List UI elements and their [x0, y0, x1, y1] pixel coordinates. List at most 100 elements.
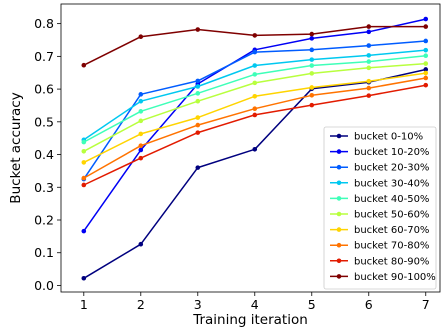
- data-point: [138, 92, 144, 97]
- data-point: [366, 65, 372, 71]
- plot-frame: [60, 3, 441, 293]
- y-tick-label: 0.5: [34, 114, 54, 129]
- data-point: [81, 139, 87, 145]
- data-point: [366, 24, 372, 29]
- data-point: [81, 62, 87, 68]
- legend-marker: [336, 180, 342, 186]
- series-group: [81, 82, 429, 188]
- data-point: [138, 34, 144, 40]
- data-point: [138, 98, 144, 104]
- data-point: [423, 82, 429, 88]
- data-point: [138, 147, 144, 153]
- data-point: [309, 63, 315, 68]
- axes-layer: 1 2 3 4 5 6 7 0.0 0.1 0.2 0.3 0.4 0.5 0.6 0.7 0.8: [34, 3, 441, 312]
- data-point: [309, 85, 315, 90]
- legend-label: bucket 40-50%: [354, 194, 429, 205]
- data-point: [252, 72, 258, 77]
- data-point: [252, 93, 258, 99]
- data-point: [138, 241, 144, 247]
- data-point: [309, 57, 315, 62]
- legend-label: bucket 50-60%: [354, 210, 429, 221]
- legend-label: bucket 70-80%: [354, 241, 429, 252]
- series-layer: [81, 16, 429, 281]
- data-point: [252, 63, 258, 68]
- legend-marker: [336, 274, 342, 279]
- data-point: [195, 165, 201, 170]
- legend-marker: [336, 258, 342, 264]
- data-point: [195, 122, 201, 128]
- data-point: [366, 78, 372, 84]
- data-point: [309, 31, 315, 37]
- x-tick-label: 7: [422, 297, 430, 312]
- data-point: [195, 98, 201, 104]
- legend-label: bucket 10-20%: [354, 147, 429, 158]
- legend-marker: [336, 196, 342, 201]
- x-tick-label: 1: [80, 297, 88, 312]
- legend-label: bucket 0-10%: [354, 132, 423, 143]
- x-tick-label: 2: [137, 297, 145, 312]
- data-point: [423, 61, 429, 66]
- data-point: [81, 275, 87, 281]
- data-point: [366, 53, 372, 58]
- legend-label: bucket 90-100%: [354, 272, 436, 283]
- x-tick-label: 5: [308, 297, 316, 312]
- data-point: [309, 93, 315, 98]
- y-tick-label: 0.1: [34, 245, 54, 260]
- legend-label: bucket 20-30%: [354, 163, 429, 174]
- data-point: [252, 112, 258, 118]
- data-point: [309, 36, 315, 41]
- data-point: [366, 85, 372, 91]
- legend-label: bucket 60-70%: [354, 225, 429, 236]
- x-tick-label: 4: [251, 297, 259, 312]
- y-tick-label: 0.0: [34, 278, 54, 293]
- data-point: [195, 91, 201, 96]
- data-point: [138, 143, 144, 149]
- x-tick-label: 6: [365, 297, 373, 312]
- data-point: [195, 84, 201, 89]
- legend: bucket 0-10% bucket 10-20% bucket 20-30% bu…: [323, 126, 437, 290]
- y-tick-label: 0.6: [34, 82, 54, 97]
- data-point: [252, 33, 258, 38]
- legend-box: [323, 126, 437, 290]
- series-group: [81, 61, 429, 154]
- data-point: [309, 102, 315, 108]
- x-axis-title: Training iteration: [192, 312, 308, 328]
- y-tick-label: 0.7: [34, 49, 54, 64]
- series-group: [81, 53, 429, 145]
- data-point: [138, 131, 144, 137]
- legend-label: bucket 30-40%: [354, 178, 429, 189]
- y-tick-label: 0.8: [34, 16, 54, 31]
- legend-marker: [336, 133, 342, 139]
- legend-marker: [336, 242, 342, 248]
- data-point: [309, 71, 315, 76]
- data-point: [195, 130, 201, 135]
- series-group: [81, 24, 429, 68]
- data-point: [423, 70, 429, 76]
- data-point: [81, 160, 87, 165]
- data-point: [423, 16, 429, 22]
- data-point: [366, 93, 372, 98]
- data-point: [195, 27, 201, 32]
- data-point: [81, 175, 87, 181]
- data-point: [195, 78, 201, 84]
- data-point: [423, 47, 429, 53]
- data-point: [309, 47, 315, 53]
- x-tick-label: 3: [194, 297, 202, 312]
- series-group: [81, 70, 429, 165]
- y-tick-label: 0.3: [34, 180, 54, 195]
- series-group: [81, 47, 429, 143]
- y-axis-title: Bucket accuracy: [8, 92, 24, 203]
- y-tick-label: 0.2: [34, 213, 54, 228]
- y-tick-label: 0.4: [34, 147, 54, 162]
- legend-marker: [336, 227, 342, 232]
- legend-marker: [336, 164, 342, 170]
- data-point: [138, 118, 144, 124]
- data-point: [252, 49, 258, 55]
- data-point: [138, 109, 144, 114]
- data-point: [423, 53, 429, 59]
- data-point: [366, 29, 372, 35]
- data-point: [195, 115, 201, 120]
- data-point: [81, 228, 87, 234]
- data-point: [423, 75, 429, 81]
